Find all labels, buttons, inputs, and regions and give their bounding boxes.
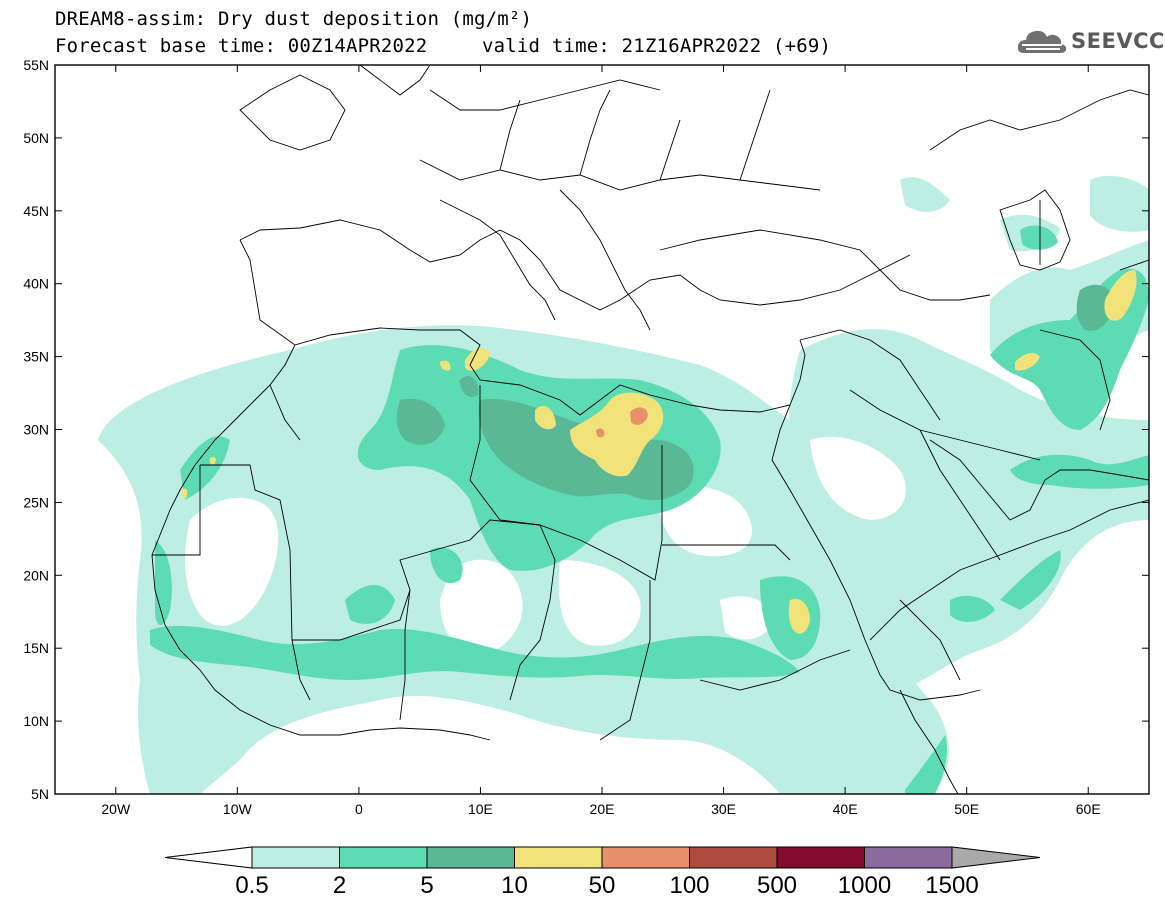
colorbar-swatch — [689, 846, 778, 869]
colorbar-level-label: 5 — [420, 872, 433, 899]
country-border — [152, 384, 411, 721]
colorbar-level-label: 50 — [589, 872, 616, 899]
latitude-axis: 55N 50N 45N 40N 35N 30N 25N 20N 15N 10N 5N — [23, 57, 1149, 802]
dust-area-level-2 — [345, 547, 463, 624]
lat-tick-label: 15N — [23, 640, 49, 656]
coastline — [429, 79, 661, 111]
colorbar-under-arrow — [164, 846, 253, 869]
forecast-base-time: Forecast base time: 00Z14APR2022 — [55, 35, 428, 57]
lon-tick-label: 30E — [711, 801, 736, 817]
dust-area-level-2 — [155, 436, 230, 625]
country-border — [599, 544, 851, 741]
colorbar-swatch — [251, 846, 340, 869]
lat-tick-label: 20N — [23, 567, 49, 583]
country-border — [899, 329, 1111, 681]
lat-tick-label: 10N — [23, 713, 49, 729]
lat-tick-label: 30N — [23, 422, 49, 438]
colorbar-swatch — [776, 846, 865, 869]
dust-area-level-10 — [788, 598, 810, 634]
lon-tick-label: 50E — [954, 801, 979, 817]
lon-tick-label: 40E — [833, 801, 858, 817]
coastline — [439, 199, 556, 321]
map-title: DREAM8-assim: Dry dust deposition (mg/m²… — [55, 8, 533, 30]
colorbar-over-arrow — [951, 846, 1041, 869]
lon-tick-label: 20W — [101, 801, 131, 817]
coastline — [239, 65, 431, 151]
lat-tick-label: 40N — [23, 276, 49, 292]
dust-area-level-5 — [396, 375, 479, 445]
country-border — [419, 89, 821, 191]
lat-tick-label: 50N — [23, 130, 49, 146]
coastline — [899, 689, 959, 794]
cloud-icon — [1017, 30, 1067, 53]
colorbar-level-label: 1000 — [838, 872, 891, 899]
dust-area-level-10 — [1015, 270, 1137, 371]
lon-tick-label: 60E — [1076, 801, 1101, 817]
dust-free-area — [558, 560, 641, 646]
country-border — [200, 445, 663, 641]
coastline — [929, 439, 1149, 521]
colorbar-level-label: 100 — [669, 872, 709, 899]
colorbar-swatch — [514, 846, 603, 869]
colorbar-level-label: 2 — [333, 872, 346, 899]
lat-tick-label: 35N — [23, 349, 49, 365]
lat-tick-label: 5N — [31, 786, 49, 802]
dust-area-level-50 — [596, 407, 648, 438]
seevccc-logo: SEEVCCC — [1016, 25, 1165, 59]
country-border — [799, 329, 1041, 461]
dust-free-area — [185, 497, 279, 626]
lon-tick-label: 10E — [468, 801, 493, 817]
lon-tick-label: 10W — [223, 801, 253, 817]
colorbar-level-label: 500 — [757, 872, 797, 899]
coastline — [929, 89, 1149, 151]
coastline — [999, 189, 1071, 271]
dust-free-area — [440, 559, 523, 655]
coastline — [151, 554, 491, 741]
lat-tick-label: 25N — [23, 494, 49, 510]
lon-tick-label: 0 — [355, 801, 363, 817]
colorbar-swatch — [426, 846, 515, 869]
lat-tick-label: 45N — [23, 203, 49, 219]
coastline — [659, 229, 881, 271]
coastline — [239, 219, 911, 311]
lon-tick-label: 20E — [590, 801, 615, 817]
dust-area-level-2 — [150, 625, 800, 680]
dust-free-area — [810, 436, 906, 520]
colorbar-level-label: 0.5 — [235, 872, 268, 899]
coastlines-borders — [151, 65, 1149, 794]
dust-area-level-2 — [950, 550, 1061, 622]
valid-time: valid time: 21Z16APR2022 (+69) — [482, 35, 832, 57]
colorbar-swatch — [864, 846, 953, 869]
coastline — [151, 327, 806, 556]
colorbar-level-label: 1500 — [925, 872, 978, 899]
logo-text: SEEVCCC — [1071, 29, 1165, 53]
coastline — [239, 239, 296, 346]
country-border — [879, 200, 1149, 301]
colorbar-level-label: 10 — [501, 872, 528, 899]
coastline — [869, 499, 1149, 641]
colorbar-swatch — [601, 846, 690, 869]
colorbar-swatch — [339, 846, 428, 869]
coastline — [771, 404, 981, 701]
lat-tick-label: 55N — [23, 57, 49, 73]
dust-free-area — [720, 596, 770, 640]
colorbar-legend: 0.5 2 5 10 50 100 500 1000 1500 — [164, 846, 1041, 899]
longitude-axis: 20W 10W 0 10E 20E 30E 40E 50E 60E — [101, 65, 1101, 817]
dust-deposition-field — [98, 175, 1149, 794]
country-border — [469, 385, 556, 701]
dust-area-level-5 — [1076, 284, 1115, 331]
coastline — [559, 189, 651, 331]
